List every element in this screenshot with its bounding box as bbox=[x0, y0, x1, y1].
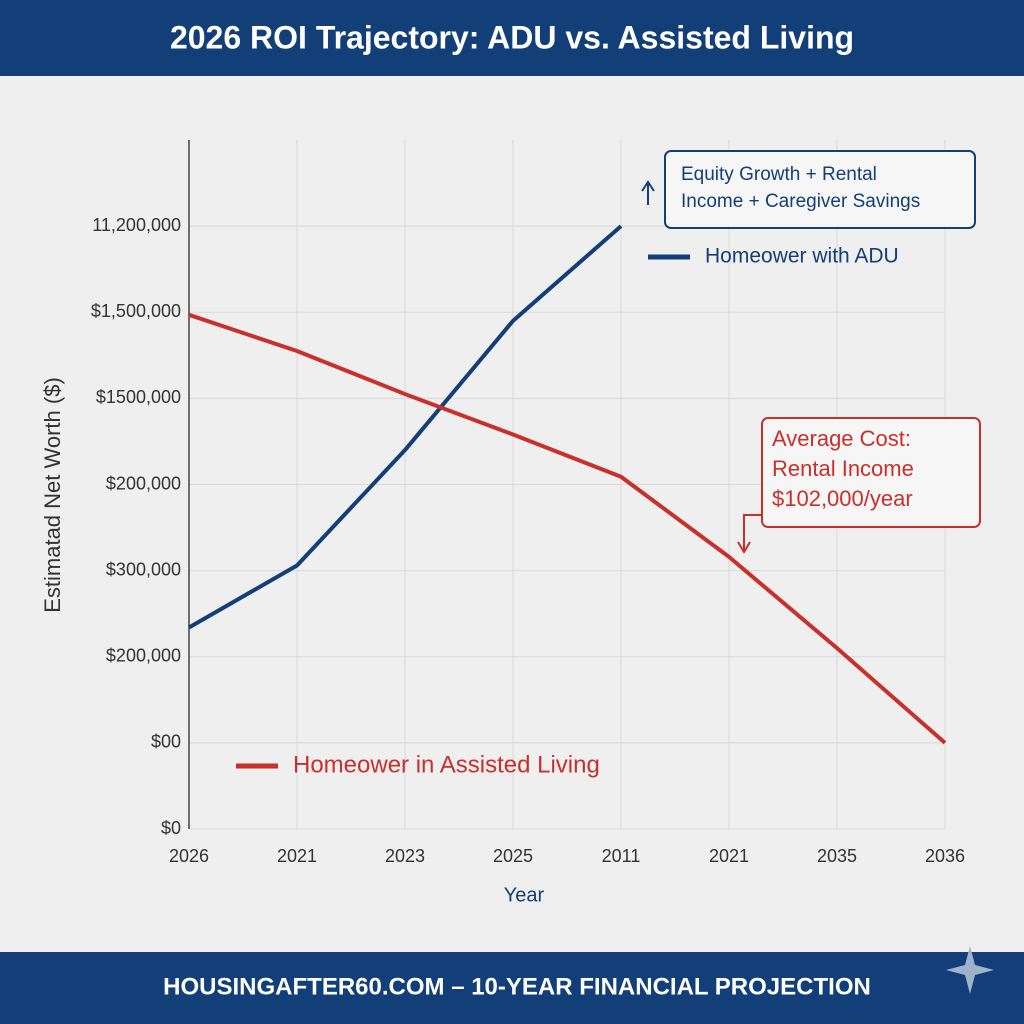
y-tick-label: 11,200,000 bbox=[92, 215, 181, 235]
annotation-text: Income + Caregiver Savings bbox=[681, 191, 920, 212]
annotation-arrow bbox=[737, 514, 762, 554]
y-axis-label: Estimatad Net Worth ($) bbox=[40, 377, 65, 613]
series-line bbox=[188, 224, 623, 630]
legend-label: Homeower in Assisted Living bbox=[293, 751, 600, 778]
x-tick-label: 2035 bbox=[817, 846, 857, 866]
annotation-text: $102,000/year bbox=[772, 486, 913, 511]
x-tick-label: 2025 bbox=[493, 846, 533, 866]
legend-label: Homeower with ADU bbox=[705, 245, 899, 268]
annotation-box bbox=[664, 150, 976, 229]
x-tick-label: 2011 bbox=[602, 846, 641, 866]
y-tick-label: $200,000 bbox=[106, 473, 181, 493]
x-tick-label: 2026 bbox=[169, 846, 209, 866]
annotation-text: Average Cost: bbox=[772, 426, 911, 451]
title-bar bbox=[0, 0, 1024, 76]
y-tick-label: $1,500,000 bbox=[91, 301, 181, 321]
chart-title: 2026 ROI Trajectory: ADU vs. Assisted Li… bbox=[170, 19, 854, 55]
series-line bbox=[188, 312, 947, 745]
x-axis-label: Year bbox=[504, 884, 545, 906]
sparkle-icon bbox=[946, 946, 994, 994]
x-tick-label: 2021 bbox=[709, 846, 749, 866]
y-tick-label: $1500,000 bbox=[96, 387, 181, 407]
y-tick-label: $300,000 bbox=[106, 559, 181, 579]
annotation-text: Equity Growth + Rental bbox=[681, 164, 877, 185]
footer-bar bbox=[0, 952, 1024, 1024]
footer-text: HOUSINGAFTER60.COM – 10-YEAR FINANCIAL P… bbox=[163, 973, 871, 1000]
x-tick-label: 2021 bbox=[277, 846, 317, 866]
x-tick-label: 2036 bbox=[925, 846, 965, 866]
annotation-arrow bbox=[641, 180, 655, 205]
annotation-text: Rental Income bbox=[772, 456, 914, 481]
x-tick-label: 2023 bbox=[385, 846, 425, 866]
annotation-box bbox=[761, 417, 981, 528]
y-tick-label: $200,000 bbox=[106, 646, 181, 666]
y-tick-label: $00 bbox=[151, 732, 181, 752]
y-tick-label: $0 bbox=[161, 818, 181, 838]
